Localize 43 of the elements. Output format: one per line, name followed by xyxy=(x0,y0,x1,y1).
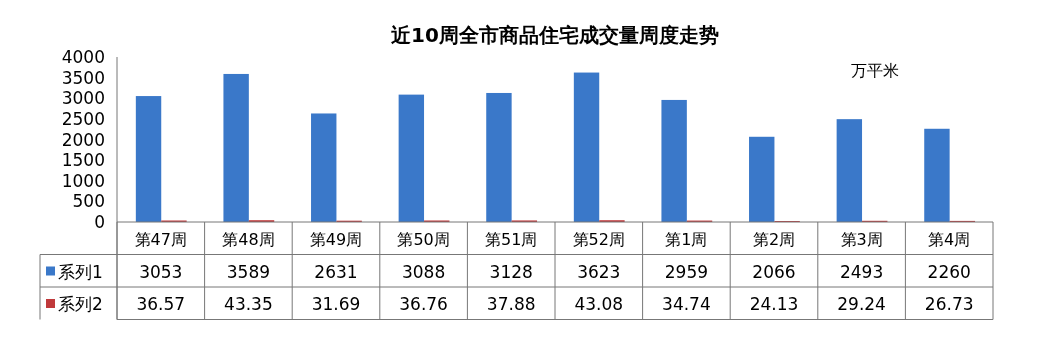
chart-title: 近10周全市商品住宅成交量周度走势 xyxy=(390,23,719,47)
y-tick-label: 0 xyxy=(94,212,105,232)
annotation: 万平米 xyxy=(851,61,899,80)
x-tick-label: 第4周 xyxy=(928,230,971,249)
x-tick-label: 第51周 xyxy=(485,230,538,249)
data-label: 36.76 xyxy=(399,294,448,314)
x-tick-label: 第2周 xyxy=(752,230,796,249)
data-label: 36.57 xyxy=(136,294,186,314)
data-label: 2493 xyxy=(839,261,884,282)
x-tick-label: 第49周 xyxy=(309,230,363,249)
y-tick-label: 3000 xyxy=(61,88,105,109)
data-label: 3053 xyxy=(139,261,183,282)
x-tick-label: 第52周 xyxy=(572,230,625,249)
data-label: 3128 xyxy=(489,261,533,282)
data-label: 31.69 xyxy=(311,294,361,314)
legend-label: 系列2 xyxy=(58,294,103,314)
y-tick-label: 3500 xyxy=(61,67,105,88)
data-label: 43.35 xyxy=(224,294,273,314)
data-label: 43.08 xyxy=(574,294,624,314)
y-tick-label: 1500 xyxy=(61,150,105,171)
legend-label: 系列1 xyxy=(58,261,103,282)
data-label: 2066 xyxy=(752,261,796,282)
y-tick-label: 2000 xyxy=(61,129,105,150)
x-tick-label: 第3周 xyxy=(840,230,883,249)
y-tick-label: 2500 xyxy=(61,108,105,129)
data-label: 2631 xyxy=(314,261,358,282)
x-tick-label: 第47周 xyxy=(134,230,187,249)
data-label: 3623 xyxy=(577,261,621,282)
x-tick-label: 第50周 xyxy=(397,230,450,249)
data-label: 26.73 xyxy=(924,294,974,314)
y-tick-label: 4000 xyxy=(61,47,105,67)
data-label: 37.88 xyxy=(486,294,536,314)
x-tick-label: 第1周 xyxy=(665,230,708,249)
data-label: 3088 xyxy=(401,261,446,282)
data-label: 3589 xyxy=(226,261,271,282)
data-label: 2260 xyxy=(927,261,971,282)
data-label: 2959 xyxy=(664,261,709,282)
x-tick-label: 第48周 xyxy=(222,230,275,249)
data-label: 24.13 xyxy=(749,294,799,314)
data-label: 29.24 xyxy=(837,294,886,314)
y-tick-label: 1000 xyxy=(61,170,105,191)
y-tick-label: 500 xyxy=(72,191,105,212)
data-label: 34.74 xyxy=(662,294,711,314)
